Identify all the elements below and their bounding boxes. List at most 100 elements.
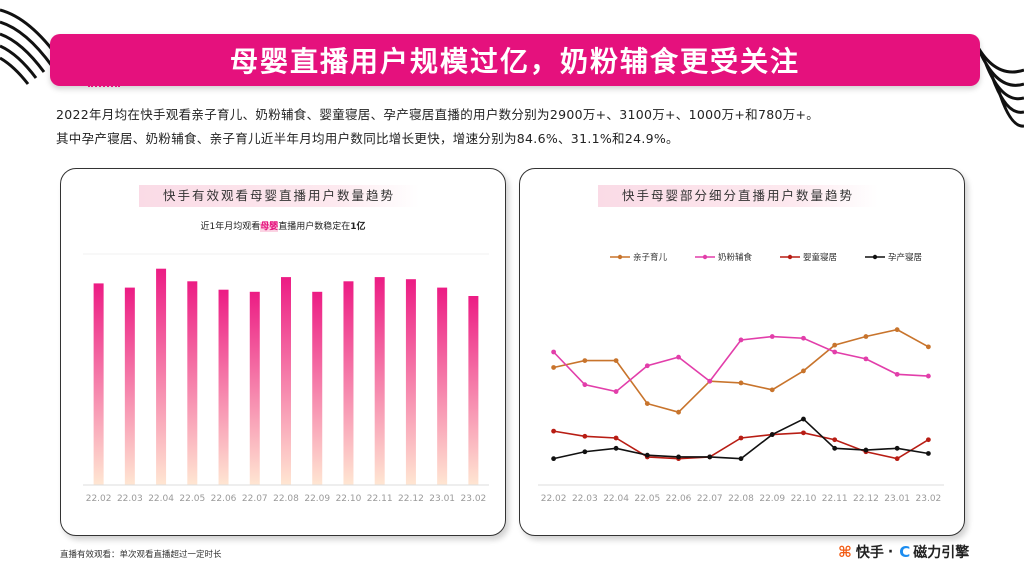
x-tick-label: 22.03 bbox=[572, 494, 598, 504]
brand-separator: · bbox=[887, 544, 894, 560]
data-point bbox=[863, 334, 869, 339]
bar bbox=[187, 281, 198, 485]
data-point bbox=[582, 382, 588, 388]
bar-chart-panel: 快手有效观看母婴直播用户数量趋势 近1年月均观看母婴直播用户数稳定在1亿 22.… bbox=[60, 168, 506, 536]
line-chart-title: 快手母婴部分细分直播用户数量趋势 bbox=[598, 185, 878, 207]
annotation-mid: 直播用户数稳定在 bbox=[278, 222, 351, 232]
data-point bbox=[894, 456, 900, 462]
bar bbox=[312, 291, 323, 485]
line-chart: 亲子育儿 奶粉辅食 婴童寝居 孕产寝居 22.02 22.03 22.04 22.05 22.0… bbox=[538, 252, 944, 504]
summary-line-2: 其中孕产寝居、奶粉辅食、亲子育儿近半年月均用户数同比增长更快，增速分别为84.6… bbox=[56, 131, 679, 146]
data-point bbox=[582, 449, 588, 455]
data-point bbox=[613, 389, 619, 394]
data-point bbox=[551, 456, 557, 462]
data-point bbox=[613, 435, 619, 441]
data-point bbox=[832, 437, 838, 443]
data-point bbox=[644, 363, 650, 369]
x-tick-label: 22.10 bbox=[336, 494, 362, 504]
annotation-highlight: 母婴 bbox=[260, 222, 279, 232]
title-banner: 母婴直播用户规模过亿，奶粉辅食更受关注 bbox=[50, 34, 980, 86]
data-point bbox=[738, 456, 744, 462]
x-tick-label: 22.06 bbox=[211, 494, 237, 504]
x-tick-label: 23.02 bbox=[461, 494, 487, 504]
data-point bbox=[707, 454, 713, 460]
annotation-end: 1亿 bbox=[350, 222, 366, 232]
legend-label: 孕产寝居 bbox=[888, 252, 922, 263]
data-point bbox=[582, 433, 588, 439]
legend-label: 亲子育儿 bbox=[633, 252, 668, 263]
x-tick-label: 22.05 bbox=[179, 494, 205, 504]
x-tick-label: 22.11 bbox=[822, 494, 848, 504]
bar bbox=[249, 291, 260, 485]
legend-item: 奶粉辅食 bbox=[695, 252, 753, 263]
page-title: 母婴直播用户规模过亿，奶粉辅食更受关注 bbox=[229, 45, 800, 78]
data-point bbox=[925, 344, 931, 350]
x-tick-label: 22.05 bbox=[634, 494, 660, 504]
x-tick-label: 22.11 bbox=[367, 494, 393, 504]
bar bbox=[468, 296, 479, 485]
data-point bbox=[769, 432, 775, 437]
data-point bbox=[832, 342, 838, 348]
kuaishou-logo-icon: ⌘ bbox=[838, 543, 852, 561]
data-point bbox=[738, 435, 744, 441]
bar bbox=[405, 279, 416, 485]
data-point bbox=[925, 437, 931, 443]
data-point bbox=[613, 358, 619, 363]
data-point bbox=[551, 349, 557, 355]
data-point bbox=[863, 356, 869, 362]
annotation-pre: 近1年月均观看 bbox=[200, 222, 261, 232]
bar-chart: 22.02 22.03 22.04 22.05 22.06 22.07 22.08 22.09… bbox=[83, 253, 489, 504]
legend-item: 亲子育儿 bbox=[610, 252, 668, 263]
x-tick-label: 22.04 bbox=[603, 494, 629, 504]
x-tick-label: 22.07 bbox=[697, 494, 723, 504]
data-point bbox=[863, 447, 869, 453]
bar bbox=[156, 268, 167, 485]
x-tick-label: 22.07 bbox=[242, 494, 268, 504]
x-tick-label: 23.01 bbox=[884, 494, 910, 504]
x-tick-label: 22.06 bbox=[666, 494, 692, 504]
legend-label: 婴童寝居 bbox=[803, 252, 837, 263]
data-point bbox=[676, 454, 681, 460]
data-point bbox=[894, 445, 900, 451]
x-tick-label: 22.08 bbox=[273, 494, 299, 504]
x-tick-label: 22.09 bbox=[759, 494, 785, 504]
bar bbox=[218, 289, 229, 485]
x-tick-label: 22.10 bbox=[791, 494, 817, 504]
data-point bbox=[676, 354, 681, 360]
data-point bbox=[769, 387, 775, 393]
brand-logos: ⌘ 快手 · C 磁力引擎 bbox=[838, 542, 969, 562]
data-point bbox=[738, 337, 744, 343]
data-point bbox=[894, 327, 900, 333]
footnote: 直播有效观看：单次观看直播超过一定时长 bbox=[60, 550, 222, 560]
data-point bbox=[925, 451, 931, 456]
data-point bbox=[769, 334, 775, 339]
bar bbox=[374, 277, 385, 485]
data-point bbox=[551, 365, 557, 370]
bar bbox=[281, 277, 291, 485]
kuaishou-brand: 快手 bbox=[855, 545, 884, 561]
data-point bbox=[801, 430, 806, 436]
decorative-dots bbox=[88, 85, 120, 87]
data-point bbox=[832, 349, 838, 355]
x-tick-label: 22.12 bbox=[853, 494, 879, 504]
data-point bbox=[676, 409, 681, 415]
cili-logo-icon: C bbox=[899, 543, 911, 561]
bar bbox=[437, 287, 448, 485]
data-point bbox=[832, 445, 838, 451]
x-tick-label: 22.09 bbox=[304, 494, 330, 504]
bar-chart-annotation: 近1年月均观看母婴直播用户数稳定在1亿 bbox=[61, 219, 505, 232]
x-tick-label: 22.02 bbox=[86, 494, 112, 504]
legend-label: 奶粉辅食 bbox=[718, 252, 753, 263]
x-tick-label: 22.03 bbox=[117, 494, 143, 504]
line-chart-panel: 快手母婴部分细分直播用户数量趋势 亲子育儿 奶粉辅食 婴童寝居 孕产寝居 22.02 22… bbox=[519, 168, 965, 536]
data-point bbox=[582, 358, 588, 363]
x-tick-label: 22.08 bbox=[728, 494, 754, 504]
data-point bbox=[894, 371, 900, 377]
data-point bbox=[613, 445, 619, 451]
legend-item: 孕产寝居 bbox=[865, 252, 922, 263]
data-point bbox=[801, 368, 806, 374]
bar bbox=[93, 283, 104, 485]
cili-brand: 磁力引擎 bbox=[913, 545, 970, 561]
data-point bbox=[738, 380, 744, 386]
x-tick-label: 22.12 bbox=[398, 494, 424, 504]
